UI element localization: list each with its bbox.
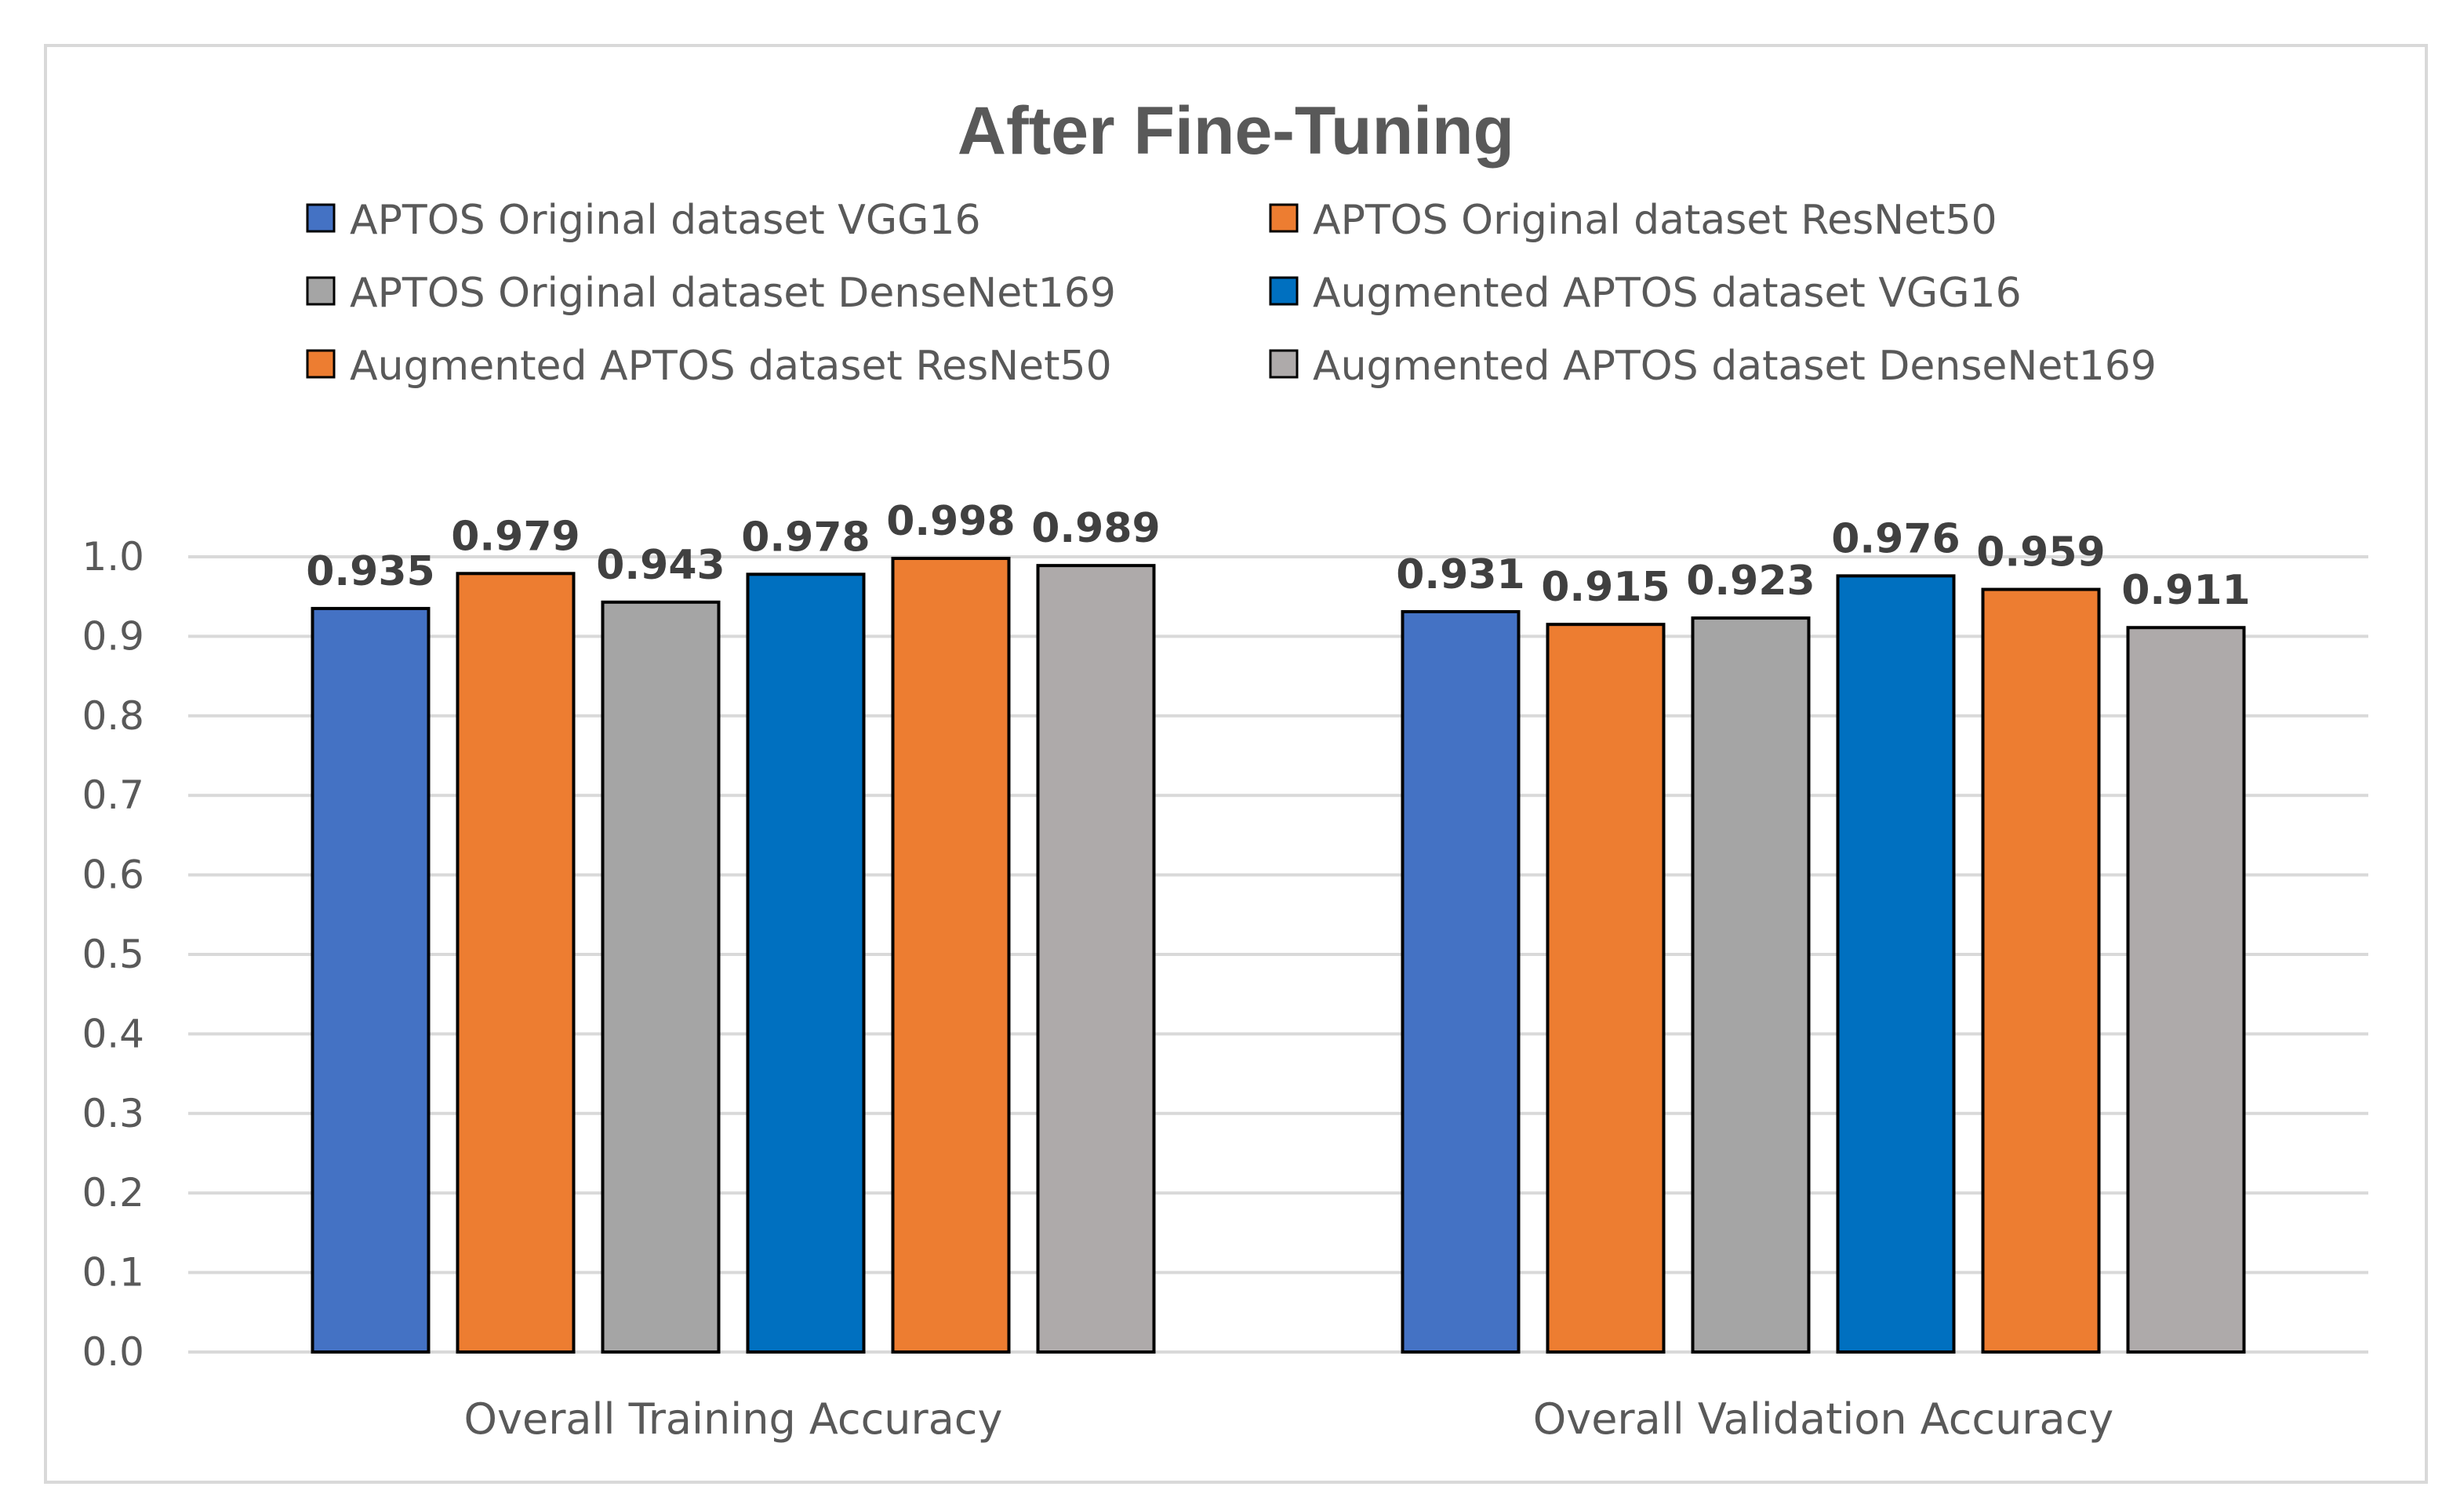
legend-label: APTOS Original dataset ResNet50	[1313, 197, 1997, 244]
legend-swatch	[1269, 203, 1299, 233]
y-tick-label: 0.8	[82, 693, 144, 739]
bar	[1401, 609, 1521, 1354]
bar	[1691, 616, 1811, 1354]
y-tick-label: 0.5	[82, 932, 144, 977]
data-label: 0.989	[1031, 505, 1160, 552]
legend-swatch	[306, 349, 336, 379]
x-category-label: Overall Training Accuracy	[464, 1394, 1003, 1444]
bar	[456, 572, 576, 1354]
chart-title: After Fine-Tuning	[958, 93, 1514, 169]
data-label: 0.935	[306, 548, 434, 595]
bar	[746, 572, 866, 1354]
data-label: 0.943	[596, 542, 725, 589]
bar	[1546, 623, 1666, 1354]
legend-swatch	[306, 203, 336, 233]
y-tick-label: 0.4	[82, 1011, 144, 1056]
x-category-label: Overall Validation Accuracy	[1533, 1394, 2114, 1444]
bar	[311, 606, 431, 1354]
legend-label: Augmented APTOS dataset DenseNet169	[1313, 343, 2157, 390]
bar	[1036, 564, 1156, 1354]
y-tick-label: 0.7	[82, 772, 144, 818]
legend-label: Augmented APTOS dataset ResNet50	[350, 343, 1112, 390]
y-tick-label: 0.0	[82, 1329, 144, 1375]
bar	[1836, 574, 1956, 1354]
bars	[311, 557, 2246, 1354]
bar	[1981, 587, 2101, 1354]
y-tick-label: 0.3	[82, 1091, 144, 1136]
data-label: 0.959	[1976, 529, 2105, 576]
y-tick-label: 0.2	[82, 1170, 144, 1216]
data-label: 0.931	[1396, 551, 1524, 598]
legend-label: Augmented APTOS dataset VGG16	[1313, 270, 2022, 317]
legend-label: APTOS Original dataset VGG16	[350, 197, 981, 244]
bar	[891, 557, 1011, 1354]
data-label: 0.915	[1541, 564, 1670, 611]
y-tick-label: 0.9	[82, 613, 144, 659]
legend: APTOS Original dataset VGG16 APTOS Origin…	[306, 197, 2157, 390]
y-tick-label: 0.1	[82, 1250, 144, 1296]
data-labels: 0.935 0.979 0.943 0.978 0.998 0.989 0.931 0.915…	[306, 498, 2250, 614]
legend-swatch	[1269, 349, 1299, 379]
legend-label: APTOS Original dataset DenseNet169	[350, 270, 1116, 317]
bar	[2126, 626, 2246, 1354]
legend-swatch	[306, 276, 336, 306]
y-tick-label: 0.6	[82, 852, 144, 898]
y-tick-label: 1.0	[82, 534, 144, 580]
data-label: 0.978	[741, 514, 870, 561]
data-label: 0.998	[886, 498, 1015, 545]
data-label: 0.911	[2121, 567, 2250, 614]
legend-swatch	[1269, 276, 1299, 306]
data-label: 0.976	[1831, 515, 1960, 562]
x-axis: Overall Training Accuracy Overall Validat…	[464, 1394, 2114, 1444]
data-label: 0.923	[1686, 558, 1815, 605]
y-axis: 0.0 0.1 0.2 0.3 0.4 0.5 0.6 0.7 0.8 0.9 1.0	[82, 534, 144, 1375]
data-label: 0.979	[451, 513, 580, 560]
bar	[601, 600, 721, 1354]
